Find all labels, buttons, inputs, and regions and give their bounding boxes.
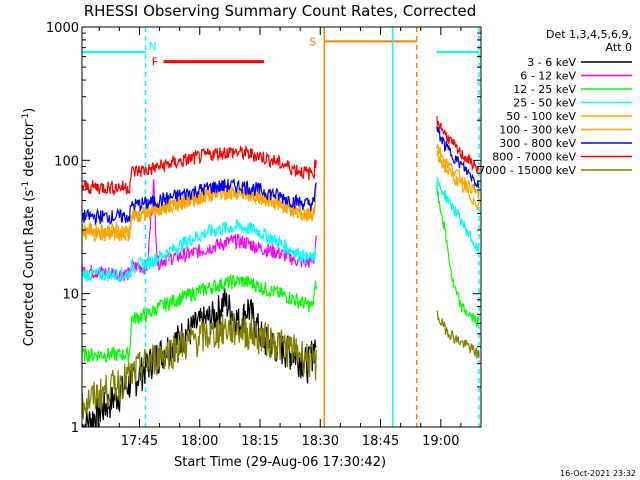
series-after-gap-5 <box>436 184 480 328</box>
y-tick-label-2: 100 <box>54 154 79 169</box>
x-axis-label: Start Time (29-Aug-06 17:30:42) <box>174 455 386 470</box>
legend-label-0: 3 - 6 keV <box>527 56 576 69</box>
series-after-gap-1 <box>436 126 480 189</box>
y-tick-label-1: 10 <box>62 288 79 303</box>
x-tick-label-0: 17:45 <box>121 434 158 449</box>
legend-label-8: 7000 - 15000 keV <box>478 164 576 177</box>
annotation-label-s: S <box>309 35 316 48</box>
legend-label-3: 25 - 50 keV <box>513 97 576 110</box>
render-timestamp: 16-Oct-2021 23:32 <box>560 469 636 478</box>
plot-area: NF S <box>81 27 480 428</box>
series-after-gap-3 <box>436 149 480 211</box>
x-tick-label-1: 18:00 <box>181 434 218 449</box>
annotation-label-f: F <box>152 56 158 69</box>
y-axis-label: Corrected Count Rate (s-1 detector-1) <box>21 108 37 346</box>
x-tick-label-5: 19:00 <box>422 434 459 449</box>
x-axis: 17:45 18:00 18:15 18:30 18:45 19:00 <box>98 27 462 449</box>
legend-header-1: Det 1,3,4,5,6,9, <box>546 28 632 41</box>
legend-label-1: 6 - 12 keV <box>520 70 576 83</box>
series-line-8 <box>81 313 317 420</box>
legend-label-7: 800 - 7000 keV <box>492 151 576 164</box>
x-tick-label-3: 18:30 <box>302 434 339 449</box>
series-after-gap-2 <box>436 143 480 199</box>
annotation-label-n: N <box>148 40 156 53</box>
series-line-6 <box>81 178 317 226</box>
x-tick-label-2: 18:15 <box>241 434 278 449</box>
y-axis-label-sup1: -1 <box>21 181 31 190</box>
y-axis-label-end: ) <box>22 108 37 113</box>
plot-frame <box>81 26 482 428</box>
y-tick-label-3: 1000 <box>46 21 79 36</box>
series-line-7 <box>81 144 317 196</box>
x-tick-label-4: 18:45 <box>362 434 399 449</box>
legend-label-5: 100 - 300 keV <box>499 124 576 137</box>
series-after-gap-6 <box>436 310 480 360</box>
chart-title: RHESSI Observing Summary Count Rates, Co… <box>84 2 477 20</box>
legend-label-2: 12 - 25 keV <box>513 83 576 96</box>
y-axis-label-main: Corrected Count Rate (s <box>22 190 37 347</box>
y-tick-label-0: 1 <box>71 421 79 436</box>
legend-label-6: 300 - 800 keV <box>499 137 576 150</box>
series-line-2 <box>81 273 317 364</box>
y-axis-label-sup2: -1 <box>21 113 31 122</box>
legend-label-4: 50 - 100 keV <box>506 110 576 123</box>
series-line-3 <box>81 218 317 282</box>
y-axis-label-mid: detector <box>22 121 37 181</box>
series-line-0 <box>81 287 317 428</box>
series-after-gap-0 <box>436 116 480 174</box>
y-axis: 1 10 100 1000 <box>46 21 481 436</box>
legend-header-2: Att 0 <box>606 41 632 54</box>
series-after-gap-4 <box>436 176 480 258</box>
